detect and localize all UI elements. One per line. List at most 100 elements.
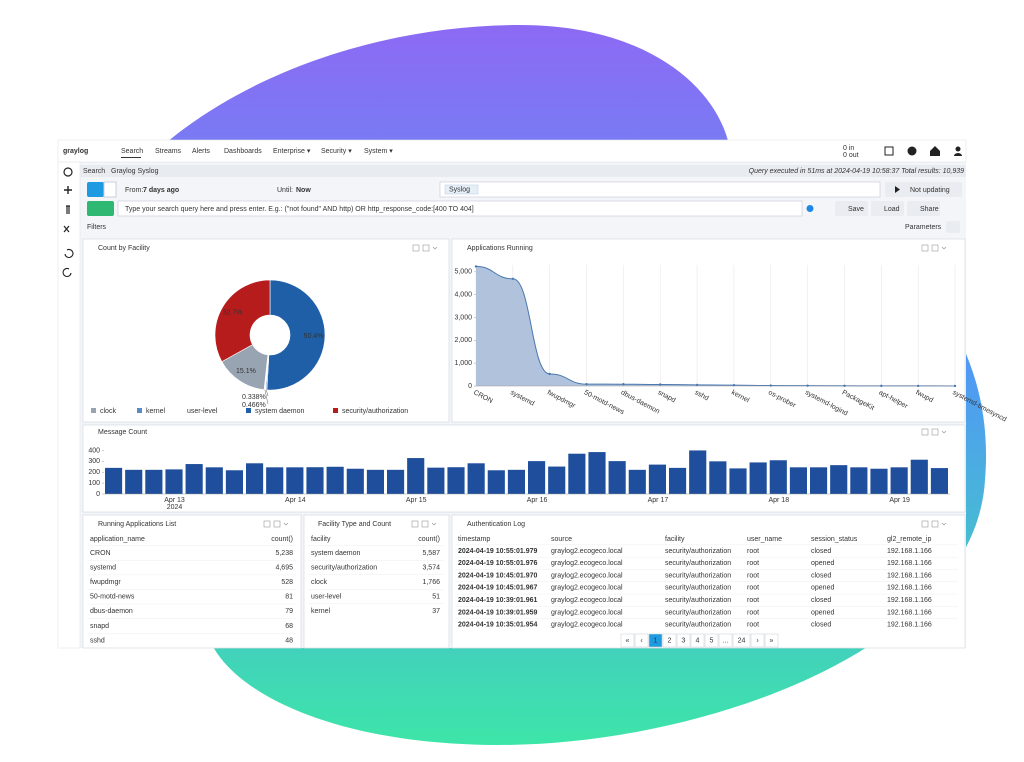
icon-notes[interactable]: [884, 146, 894, 156]
point: [732, 383, 736, 387]
widget-icon[interactable]: [273, 520, 281, 528]
page-label[interactable]: 1: [654, 637, 658, 644]
widget-caret[interactable]: [283, 522, 289, 526]
page-label[interactable]: 2: [668, 637, 672, 644]
icon-pilcrow[interactable]: [66, 205, 70, 214]
column-header[interactable]: user_name: [747, 536, 782, 543]
button-label[interactable]: Save: [848, 206, 864, 213]
bar: [185, 464, 203, 494]
page-button[interactable]: [764, 633, 779, 648]
filters-label[interactable]: Filters: [87, 224, 107, 231]
nav-item[interactable]: Streams: [155, 148, 182, 155]
bar: [648, 464, 666, 494]
widget-caret[interactable]: [941, 522, 947, 526]
page-label[interactable]: »: [770, 637, 774, 644]
widget-icon[interactable]: [921, 428, 929, 436]
page-label[interactable]: «: [626, 637, 630, 644]
widget-title: Authentication Log: [467, 521, 525, 528]
page-button[interactable]: [732, 633, 751, 648]
refresh-label[interactable]: Not updating: [910, 187, 950, 194]
parameters-add[interactable]: [946, 221, 960, 233]
page-label[interactable]: ›: [756, 637, 759, 644]
column-header[interactable]: facility: [665, 536, 685, 543]
icon-undo[interactable]: [64, 248, 74, 258]
table-cell: 2024-04-19 10:55:01.976: [458, 560, 538, 567]
breadcrumb-link[interactable]: Search: [83, 168, 105, 175]
page-label[interactable]: …: [722, 637, 729, 644]
page-button[interactable]: [718, 633, 733, 648]
widget-icon[interactable]: [921, 520, 929, 528]
page-label[interactable]: ‹: [640, 637, 643, 644]
nav-item[interactable]: System ▾: [364, 148, 393, 155]
page-button[interactable]: [620, 633, 635, 648]
page-button[interactable]: [750, 633, 765, 648]
page-button[interactable]: [690, 633, 705, 648]
button-label[interactable]: Share: [920, 206, 939, 213]
column-header[interactable]: facility: [311, 536, 331, 543]
widget-icon[interactable]: [421, 520, 429, 528]
page-button[interactable]: [634, 633, 649, 648]
widget-caret[interactable]: [941, 430, 947, 434]
column-header[interactable]: session_status: [811, 536, 858, 543]
icon-function[interactable]: [63, 225, 70, 233]
widget-icon[interactable]: [422, 244, 430, 252]
time-button[interactable]: [87, 182, 104, 197]
point: [916, 384, 920, 388]
icon-home[interactable]: [930, 146, 940, 156]
legend-label: clock: [100, 408, 116, 415]
widget-icon[interactable]: [412, 244, 420, 252]
widget-caret[interactable]: [432, 246, 438, 250]
query-info: Query executed in 51ms at 2024-04-19 10:…: [749, 168, 964, 175]
nav-right-icons: [884, 146, 962, 156]
parameters-label[interactable]: Parameters: [905, 224, 942, 231]
nav-item[interactable]: Alerts: [192, 148, 210, 155]
column-header[interactable]: count(): [271, 536, 293, 543]
column-header[interactable]: gl2_remote_ip: [887, 536, 931, 543]
nav-item[interactable]: Dashboards: [224, 148, 262, 155]
icon-info[interactable]: [63, 167, 73, 177]
column-header[interactable]: application_name: [90, 536, 145, 543]
page-button[interactable]: [662, 633, 677, 648]
icon-user[interactable]: [955, 146, 961, 152]
page-button[interactable]: [648, 633, 663, 648]
widget-icon[interactable]: [931, 520, 939, 528]
time-dropdown[interactable]: [103, 181, 117, 198]
bar: [608, 461, 626, 494]
widget-icon[interactable]: [411, 520, 419, 528]
page-label[interactable]: 3: [682, 637, 686, 644]
save-button[interactable]: [835, 201, 868, 216]
icon-add[interactable]: [64, 186, 72, 194]
page-label[interactable]: 4: [696, 637, 700, 644]
widget-icon[interactable]: [931, 428, 939, 436]
sidebar: [57, 161, 81, 649]
widget-caret[interactable]: [431, 522, 437, 526]
button-label[interactable]: Load: [884, 206, 900, 213]
nav-item[interactable]: Enterprise ▾: [273, 148, 311, 155]
nav-item[interactable]: Security ▾: [321, 148, 352, 155]
stream-select[interactable]: [439, 181, 881, 198]
table-cell: 192.168.1.166: [887, 548, 932, 555]
widget-icon[interactable]: [921, 244, 929, 252]
load-button[interactable]: [871, 201, 904, 216]
icon-redo[interactable]: [62, 267, 72, 277]
search-button[interactable]: [87, 201, 114, 216]
refresh-button[interactable]: [885, 182, 962, 197]
widget-caret[interactable]: [941, 246, 947, 250]
widget-icon[interactable]: [263, 520, 271, 528]
column-header[interactable]: timestamp: [458, 536, 490, 543]
query-input[interactable]: [117, 200, 803, 217]
share-button[interactable]: [907, 201, 940, 216]
page-button[interactable]: [676, 633, 691, 648]
page-label[interactable]: 5: [710, 637, 714, 644]
column-header[interactable]: count(): [418, 536, 440, 543]
page-label[interactable]: 24: [738, 637, 746, 644]
icon-help[interactable]: [907, 146, 917, 156]
legend-label: system daemon: [255, 408, 305, 415]
nav-item[interactable]: Search: [121, 148, 143, 155]
widget-icon[interactable]: [931, 244, 939, 252]
widget-panel: [82, 238, 450, 423]
column-header[interactable]: source: [551, 536, 572, 543]
table-cell: root: [747, 560, 759, 567]
page-button[interactable]: [704, 633, 719, 648]
stream-tag[interactable]: Syslog: [449, 186, 470, 193]
